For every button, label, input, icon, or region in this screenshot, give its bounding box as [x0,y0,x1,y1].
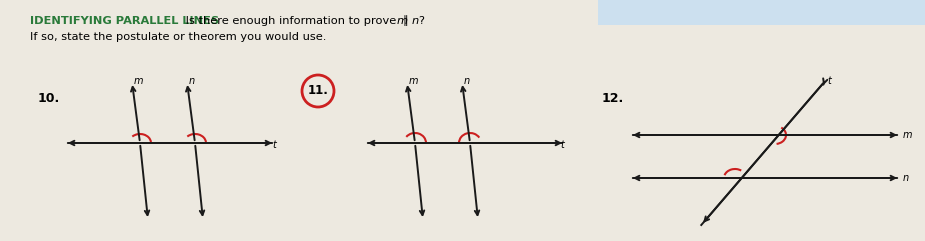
Text: m: m [409,76,418,86]
Text: IDENTIFYING PARALLEL LINES: IDENTIFYING PARALLEL LINES [30,16,219,26]
Text: n: n [189,76,195,86]
Text: 11.: 11. [307,85,328,98]
Text: ?: ? [418,16,424,26]
Text: t: t [272,140,276,150]
Text: n: n [464,76,470,86]
Text: Is there enough information to prove: Is there enough information to prove [182,16,400,26]
Text: n: n [903,173,909,183]
FancyBboxPatch shape [598,0,925,25]
Text: ∥: ∥ [403,15,409,26]
Text: m: m [397,16,408,26]
Text: 10.: 10. [38,92,60,105]
Text: 12.: 12. [602,92,624,105]
Text: t: t [560,140,564,150]
Text: m: m [134,76,143,86]
Text: n: n [412,16,419,26]
Text: m: m [903,130,912,140]
Text: If so, state the postulate or theorem you would use.: If so, state the postulate or theorem yo… [30,32,327,42]
Text: t: t [827,76,832,86]
